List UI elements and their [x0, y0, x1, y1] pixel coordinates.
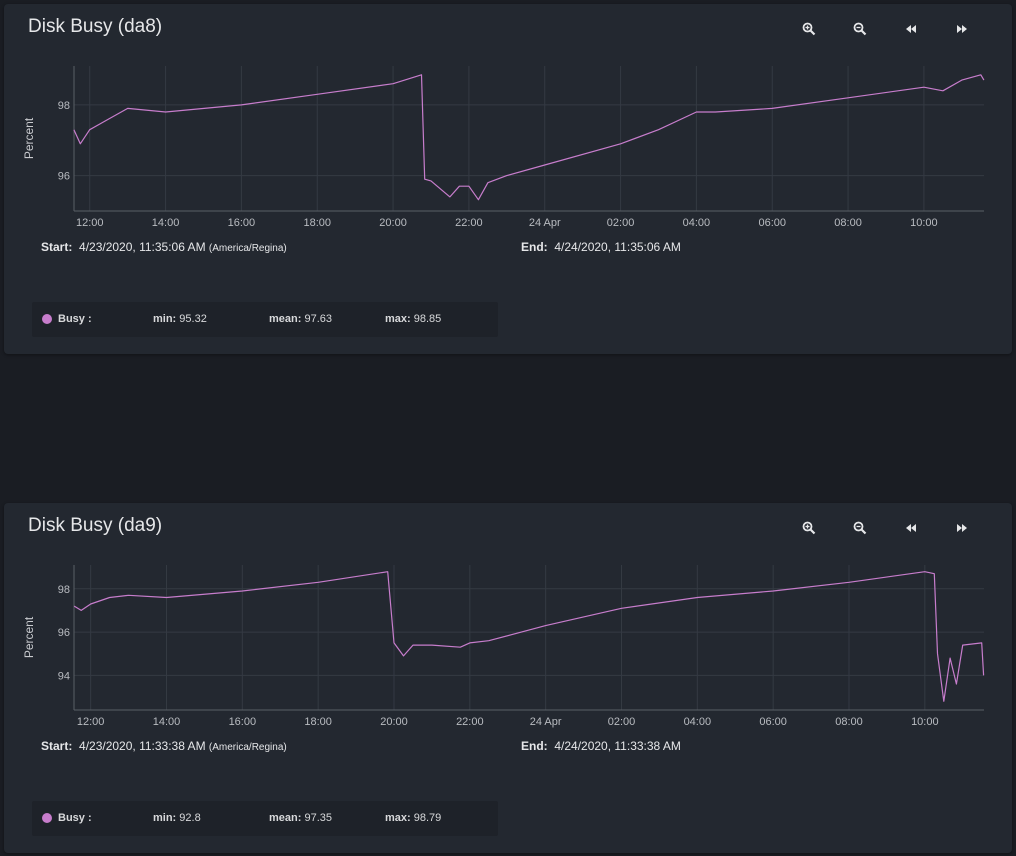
chart-card-da8: Disk Busy (da8) 12:00 14:00 16:00 18:00 20:0… — [4, 4, 1012, 354]
x-tick-label: 04:00 — [683, 217, 711, 229]
chart-legend: Busy : min: 95.32 mean: 97.63 max: 98.85 — [32, 302, 498, 337]
start-range: Start: 4/23/2020, 11:35:06 AM (America/R… — [41, 240, 287, 254]
end-value: 4/24/2020, 11:33:38 AM — [554, 739, 681, 753]
disk-busy-chart[interactable]: 12:00 14:00 16:00 18:00 20:00 22:00 24 Apr 02:0… — [4, 503, 1012, 735]
start-label: Start: — [41, 240, 73, 254]
x-tick-label: 18:00 — [303, 217, 331, 229]
x-tick-label: 16:00 — [229, 716, 257, 728]
x-tick-label: 12:00 — [77, 716, 105, 728]
x-tick-label: 08:00 — [835, 716, 863, 728]
x-tick-label: 10:00 — [911, 716, 939, 728]
chart-card-da9: Disk Busy (da9) 12:00 14:00 16:00 18:00 20:0… — [4, 503, 1012, 853]
zoom-out-button[interactable] — [840, 18, 880, 40]
x-tick-label: 16:00 — [228, 217, 256, 229]
start-value: 4/23/2020, 11:35:06 AM — [79, 240, 206, 254]
zoom-out-icon — [853, 521, 867, 535]
x-tick-label: 18:00 — [304, 716, 332, 728]
y-tick-label: 98 — [58, 584, 70, 596]
legend-mean: mean: 97.35 — [269, 812, 332, 824]
rewind-icon — [906, 25, 916, 33]
timezone-label: (America/Regina) — [208, 742, 287, 753]
x-tick-label: 20:00 — [379, 217, 407, 229]
series-color-dot — [42, 314, 52, 324]
x-tick-label: 14:00 — [153, 716, 181, 728]
series-line-busy[interactable] — [73, 74, 985, 201]
y-tick-label: 96 — [58, 171, 70, 183]
legend-min: min: 95.32 — [153, 313, 207, 325]
x-tick-label: 06:00 — [758, 217, 786, 229]
x-tick-label: 02:00 — [608, 716, 636, 728]
x-tick-label: 24 Apr — [530, 716, 562, 728]
x-tick-label: 24 Apr — [529, 217, 561, 229]
end-range: End: 4/24/2020, 11:33:38 AM — [521, 739, 681, 753]
zoom-out-icon — [853, 22, 867, 36]
zoom-in-button[interactable] — [789, 517, 829, 539]
x-tick-label: 04:00 — [684, 716, 712, 728]
legend-series-name: Busy : — [58, 812, 92, 824]
x-tick-label: 20:00 — [380, 716, 408, 728]
x-tick-label: 14:00 — [152, 217, 180, 229]
y-tick-label: 98 — [58, 100, 70, 112]
end-label: End: — [521, 739, 548, 753]
start-range: Start: 4/23/2020, 11:33:38 AM (America/R… — [41, 739, 287, 753]
fast-forward-icon — [957, 25, 967, 33]
end-label: End: — [521, 240, 548, 254]
y-axis-label: Percent — [22, 616, 36, 658]
chart-title: Disk Busy (da8) — [28, 16, 163, 37]
pan-forward-button[interactable] — [942, 517, 982, 539]
zoom-in-button[interactable] — [789, 18, 829, 40]
zoom-out-button[interactable] — [840, 517, 880, 539]
legend-mean: mean: 97.63 — [269, 313, 332, 325]
chart-legend: Busy : min: 92.8 mean: 97.35 max: 98.79 — [32, 801, 498, 836]
chart-toolbar — [778, 18, 982, 40]
y-tick-label: 94 — [58, 670, 70, 682]
timezone-label: (America/Regina) — [208, 243, 287, 254]
x-tick-label: 22:00 — [456, 716, 484, 728]
start-value: 4/23/2020, 11:33:38 AM — [79, 739, 206, 753]
x-tick-label: 22:00 — [455, 217, 483, 229]
legend-min: min: 92.8 — [153, 812, 201, 824]
chart-toolbar — [778, 517, 982, 539]
chart-title: Disk Busy (da9) — [28, 515, 163, 536]
y-axis-label: Percent — [22, 117, 36, 159]
x-tick-label: 08:00 — [834, 217, 862, 229]
x-tick-label: 02:00 — [607, 217, 635, 229]
end-value: 4/24/2020, 11:35:06 AM — [554, 240, 681, 254]
x-tick-label: 06:00 — [759, 716, 787, 728]
disk-busy-chart[interactable]: 12:00 14:00 16:00 18:00 20:00 22:00 24 Apr 02:0… — [4, 4, 1012, 236]
zoom-in-icon — [802, 22, 816, 36]
pan-forward-button[interactable] — [942, 18, 982, 40]
y-tick-label: 96 — [58, 627, 70, 639]
zoom-in-icon — [802, 521, 816, 535]
end-range: End: 4/24/2020, 11:35:06 AM — [521, 240, 681, 254]
pan-back-button[interactable] — [891, 18, 931, 40]
series-line-busy[interactable] — [73, 571, 985, 702]
fast-forward-icon — [957, 524, 967, 532]
legend-max: max: 98.85 — [385, 313, 442, 325]
x-tick-label: 10:00 — [910, 217, 938, 229]
pan-back-button[interactable] — [891, 517, 931, 539]
rewind-icon — [906, 524, 916, 532]
start-label: Start: — [41, 739, 73, 753]
legend-series-name: Busy : — [58, 313, 92, 325]
x-tick-label: 12:00 — [76, 217, 104, 229]
legend-max: max: 98.79 — [385, 812, 442, 824]
series-color-dot — [42, 813, 52, 823]
